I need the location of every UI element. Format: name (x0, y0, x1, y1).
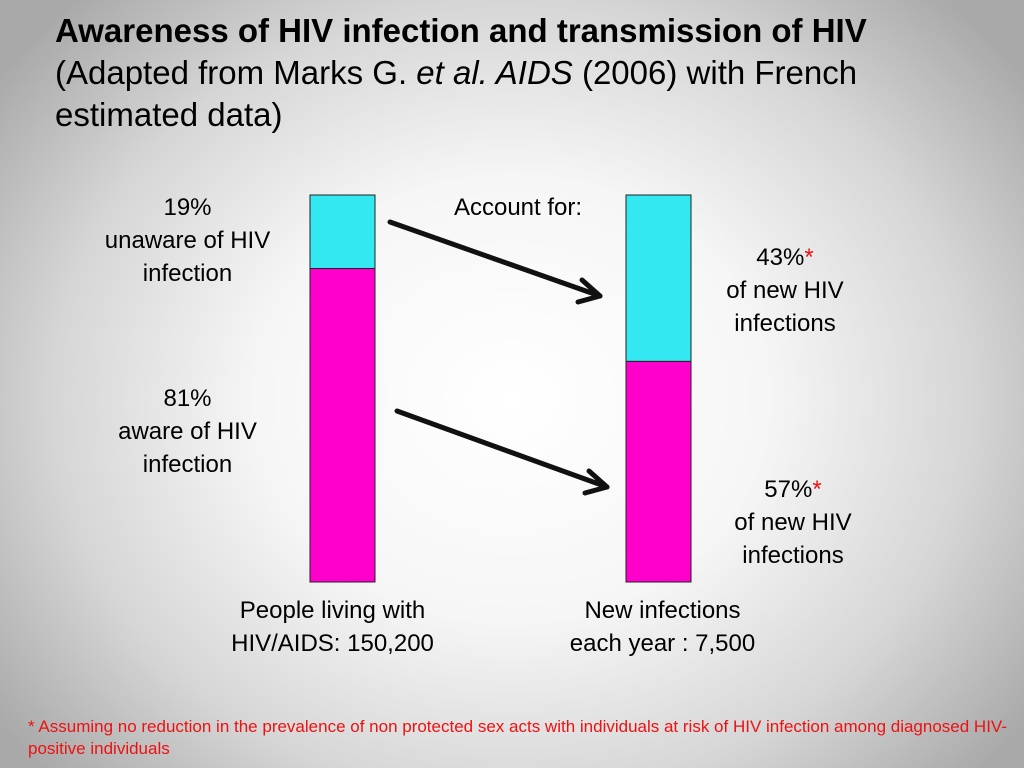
label-new-bottom-line2: infections (742, 542, 844, 569)
bar-segment-people-aware (309, 268, 376, 583)
category-label-new-line2: each year : 7,500 (569, 630, 756, 657)
label-aware-line1: aware of HIV (118, 418, 257, 445)
label-unaware-line2: infection (142, 260, 233, 287)
title-part2: (2006) with French estimated data) (55, 54, 858, 133)
title-part1: (Adapted from Marks G. (55, 54, 417, 91)
title-bold: Awareness of HIV infection and transmiss… (55, 12, 867, 49)
category-label-people-line2: HIV/AIDS: 150,200 (231, 630, 434, 657)
bar-segment-people-unaware (309, 194, 376, 270)
category-label-new: New infections each year : 7,500 (530, 594, 795, 660)
category-label-new-line1: New infections (584, 597, 741, 624)
label-new-top-line2: infections (734, 310, 836, 337)
label-new-top-pct: 43%* (756, 244, 814, 271)
label-new-top-line1: of new HIV (726, 277, 844, 304)
slide-title: Awareness of HIV infection and transmiss… (55, 10, 995, 136)
footnote: * Assuming no reduction in the prevalenc… (28, 717, 1007, 758)
label-unaware-line1: unaware of HIV (104, 227, 271, 254)
label-new-bottom: 57%* of new HIV infections (708, 473, 878, 572)
bar-people-living (309, 194, 376, 583)
label-unaware-pct: 19% (163, 194, 212, 221)
bar-segment-new-aware (625, 360, 692, 583)
label-aware-line2: infection (142, 451, 233, 478)
label-aware-pct: 81% (163, 385, 212, 412)
bar-new-infections (625, 194, 692, 583)
label-account-for: Account for: (453, 194, 583, 221)
arrow-unaware (387, 219, 603, 305)
label-aware: 81% aware of HIV infection (80, 382, 295, 481)
label-new-bottom-line1: of new HIV (734, 509, 852, 536)
title-italic: et al. AIDS (416, 54, 573, 91)
label-new-top: 43%* of new HIV infections (700, 241, 870, 340)
arrow-aware (394, 408, 610, 496)
category-label-people: People living with HIV/AIDS: 150,200 (200, 594, 465, 660)
label-unaware: 19% unaware of HIV infection (80, 191, 295, 290)
category-label-people-line1: People living with (239, 597, 426, 624)
bar-segment-new-unaware (625, 194, 692, 362)
label-new-bottom-pct: 57%* (764, 476, 822, 503)
